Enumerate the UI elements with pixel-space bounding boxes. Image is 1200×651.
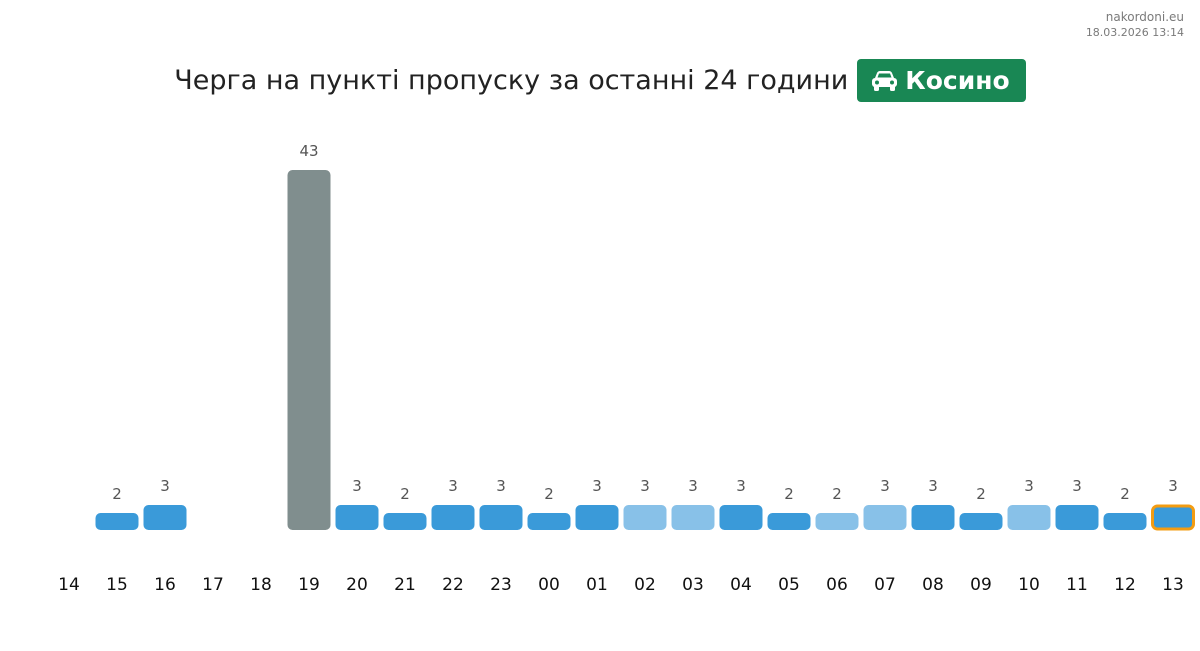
x-tick-label: 11 [1066,575,1088,595]
x-tick-label: 04 [730,575,752,595]
bar[interactable] [623,505,667,530]
bar[interactable] [95,513,139,530]
car-icon [872,70,898,91]
bar[interactable] [143,505,187,530]
x-tick-label: 05 [778,575,800,595]
bar-value-label: 2 [832,485,842,503]
x-tick-label: 19 [298,575,320,595]
x-tick-label: 10 [1018,575,1040,595]
bar[interactable] [911,505,955,530]
x-tick-label: 16 [154,575,176,595]
x-tick-label: 15 [106,575,128,595]
checkpoint-name: Косино [905,66,1010,95]
x-tick-label: 17 [202,575,224,595]
x-tick-label: 13 [1162,575,1184,595]
bar-value-label: 3 [640,477,650,495]
bar-value-label: 3 [496,477,506,495]
bar[interactable] [1103,513,1147,530]
bar[interactable] [767,513,811,530]
bar-value-label: 3 [592,477,602,495]
x-tick-label: 07 [874,575,896,595]
bar-value-label: 3 [880,477,890,495]
bar-value-label: 3 [688,477,698,495]
x-tick-label: 06 [826,575,848,595]
x-tick-label: 02 [634,575,656,595]
x-tick-label: 03 [682,575,704,595]
bar[interactable] [1055,505,1099,530]
bar-value-label: 3 [1072,477,1082,495]
bar[interactable] [1151,504,1195,531]
bar[interactable] [863,505,907,530]
x-tick-label: 20 [346,575,368,595]
bar-value-label: 2 [1120,485,1130,503]
site-info: nakordoni.eu 18.03.2026 13:14 [1086,9,1184,41]
bar[interactable] [383,513,427,530]
bar[interactable] [575,505,619,530]
bar-value-label: 3 [352,477,362,495]
x-tick-label: 14 [58,575,80,595]
x-tick-label: 01 [586,575,608,595]
bar[interactable] [815,513,859,530]
x-tick-label: 23 [490,575,512,595]
bar-value-label: 3 [928,477,938,495]
bar-value-label: 43 [299,142,318,160]
bar-value-label: 2 [544,485,554,503]
bar[interactable] [431,505,475,530]
bar[interactable] [719,505,763,530]
x-tick-label: 21 [394,575,416,595]
bar[interactable] [287,170,331,530]
chart-header: Черга на пункті пропуску за останні 24 г… [0,59,1200,102]
bar-value-label: 2 [976,485,986,503]
chart-title: Черга на пункті пропуску за останні 24 г… [174,65,849,96]
x-tick-label: 08 [922,575,944,595]
bar-value-label: 3 [736,477,746,495]
x-tick-label: 12 [1114,575,1136,595]
bar[interactable] [1007,505,1051,530]
bar-value-label: 3 [1024,477,1034,495]
bar[interactable] [671,505,715,530]
site-domain: nakordoni.eu [1105,10,1184,24]
bar[interactable] [335,505,379,530]
bar[interactable] [959,513,1003,530]
x-tick-label: 09 [970,575,992,595]
checkpoint-badge: Косино [857,59,1026,102]
bar-value-label: 2 [784,485,794,503]
x-tick-label: 00 [538,575,560,595]
bar-value-label: 2 [400,485,410,503]
bar[interactable] [479,505,523,530]
x-tick-label: 18 [250,575,272,595]
bar-value-label: 2 [112,485,122,503]
bar-value-label: 3 [160,477,170,495]
bar-value-label: 3 [1168,477,1178,495]
timestamp: 18.03.2026 13:14 [1085,26,1184,39]
bar-value-label: 3 [448,477,458,495]
bar[interactable] [527,513,571,530]
x-tick-label: 22 [442,575,464,595]
